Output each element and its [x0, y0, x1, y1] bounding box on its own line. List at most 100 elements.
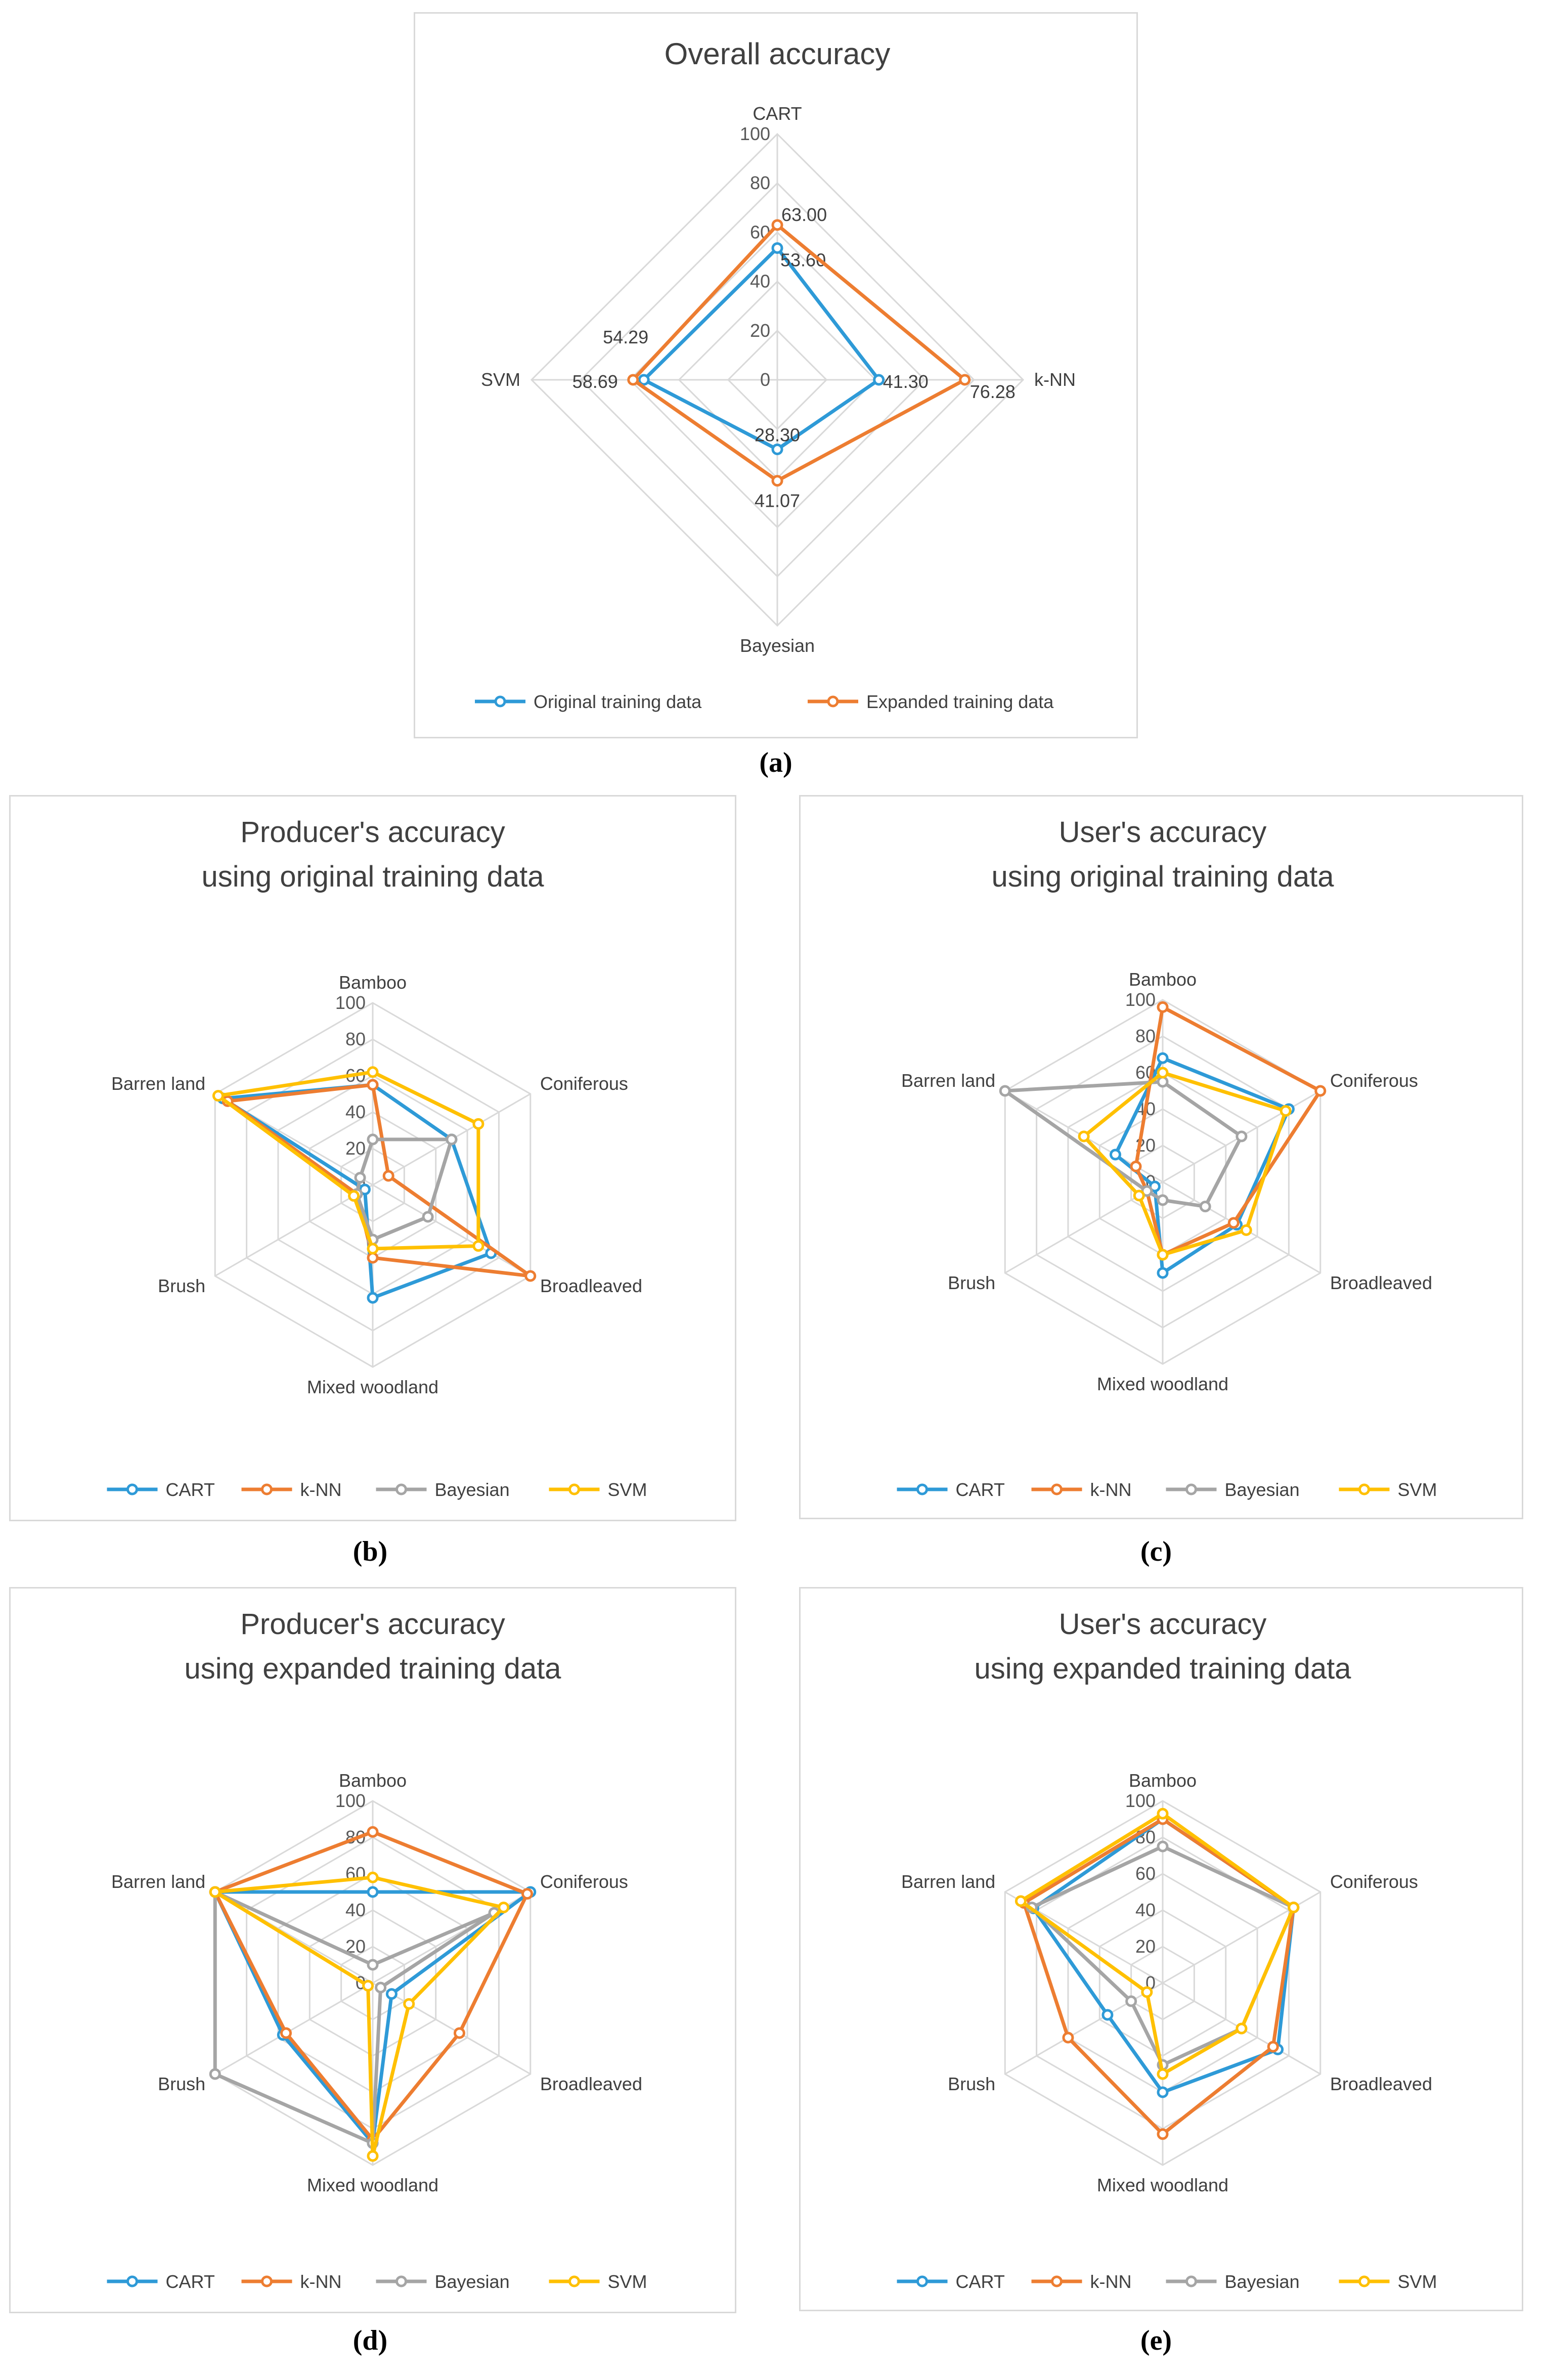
data-point-k-nn-broadleaved — [1267, 2041, 1279, 2053]
data-point-cart-bamboo — [367, 1886, 379, 1898]
axis-label-mixed-woodland: Mixed woodland — [1097, 2175, 1228, 2195]
data-label: 58.69 — [572, 371, 618, 392]
data-point-svm-broadleaved — [1236, 2022, 1248, 2035]
chart-panel-c: User's accuracy using original training d… — [799, 795, 1523, 1519]
tick-label: 80 — [345, 1029, 366, 1049]
radar-chart-producers-original: Producer's accuracy using original traini… — [107, 816, 647, 1500]
data-point-bayesian-broadleaved — [375, 1981, 387, 1994]
data-point-k-nn-broadleaved — [524, 1270, 537, 1282]
legend-label-bayesian: Bayesian — [1225, 1479, 1300, 1500]
legend-label-svm: SVM — [1398, 1479, 1437, 1500]
chart-title: using expanded training data — [185, 1652, 562, 1685]
axis-spoke — [214, 1982, 373, 2075]
axis-label-barren-land: Barren land — [901, 1070, 995, 1091]
legend-marker-cart — [126, 2275, 138, 2287]
legend-label-bayesian: Bayesian — [435, 2271, 510, 2292]
axis-label-k-nn: k-NN — [1034, 369, 1076, 390]
legend-label-svm: SVM — [608, 2271, 647, 2292]
data-point-bayesian-bamboo — [367, 1959, 379, 1971]
tick-label: 100 — [335, 1790, 366, 1811]
axis-label-mixed-woodland: Mixed woodland — [307, 1377, 438, 1397]
data-point-k-nn-barren-land — [1130, 1160, 1142, 1172]
caption-e: (e) — [1140, 2325, 1172, 2356]
data-point-k-nn-coniferous — [1314, 1085, 1327, 1097]
axis-spoke — [372, 1184, 531, 1277]
data-label: 76.28 — [970, 381, 1016, 402]
chart-title: Producer's accuracy — [240, 816, 505, 849]
legend-label-svm: SVM — [1398, 2271, 1437, 2292]
data-point-expanded-training-data-cart — [771, 219, 783, 231]
chart-panel-a: Overall accuracy 0 20 40 60 80 100 CART k-NN Baye… — [414, 12, 1138, 738]
axis-label-coniferous: Coniferous — [540, 1871, 628, 1892]
data-point-svm-barren-land — [209, 1886, 221, 1898]
tick-label: 20 — [750, 320, 770, 341]
data-point-bayesian-barren-land — [354, 1172, 366, 1184]
tick-label: 40 — [345, 1101, 366, 1122]
data-point-bayesian-bamboo — [367, 1133, 379, 1145]
data-point-cart-mixed-woodland — [1157, 1267, 1169, 1279]
data-point-original-training-data-cart — [771, 242, 783, 254]
caption-c: (c) — [1140, 1536, 1172, 1567]
legend-marker-svm — [568, 1483, 580, 1495]
legend-marker-k-nn — [1051, 2275, 1063, 2287]
data-point-cart-barren-land — [1109, 1149, 1121, 1161]
legend-marker-bayesian — [395, 2275, 407, 2287]
axis-label-bamboo: Bamboo — [1129, 1770, 1197, 1791]
data-point-bayesian-barren-land — [999, 1085, 1011, 1097]
chart-title: Overall accuracy — [665, 37, 891, 71]
chart-title: using original training data — [991, 860, 1334, 893]
chart-title: using expanded training data — [975, 1652, 1352, 1685]
legend-label-k-nn: k-NN — [300, 1479, 342, 1500]
tick-label: 100 — [1125, 1790, 1156, 1811]
axis-label-broadleaved: Broadleaved — [540, 1275, 642, 1296]
legend-label-expanded-training-data: Expanded training data — [866, 691, 1054, 712]
series-line-bayesian — [213, 1890, 496, 2145]
axis-label-barren-land: Barren land — [111, 1871, 205, 1892]
data-point-cart-broadleaved — [385, 1988, 398, 2000]
data-point-svm-mixed-woodland — [367, 1243, 379, 1255]
axis-label-barren-land: Barren land — [901, 1871, 995, 1892]
axis-label-mixed-woodland: Mixed woodland — [1097, 1374, 1228, 1394]
axis-label-broadleaved: Broadleaved — [540, 2074, 642, 2094]
legend-marker-svm — [1358, 1483, 1370, 1495]
data-point-k-nn-brush — [1062, 2032, 1074, 2044]
axis-spoke — [372, 1982, 531, 2075]
tick-label: 100 — [1125, 989, 1156, 1010]
legend-marker-original-training-data — [494, 695, 506, 708]
data-point-svm-barren-land — [212, 1090, 224, 1102]
tick-label: 20 — [345, 1138, 366, 1159]
data-point-svm-brush — [1141, 1986, 1153, 1998]
axis-label-mixed-woodland: Mixed woodland — [307, 2175, 438, 2195]
data-point-original-training-data-svm — [638, 374, 650, 386]
legend-marker-k-nn — [1051, 1483, 1063, 1495]
radar-chart-users-original: User's accuracy using original training d… — [897, 816, 1437, 1500]
data-label: 63.00 — [781, 204, 827, 225]
tick-label: 100 — [335, 992, 366, 1013]
axis-label-brush: Brush — [948, 2074, 995, 2094]
radar-chart-users-expanded: User's accuracy using expanded training d… — [897, 1608, 1437, 2292]
legend-label-bayesian: Bayesian — [435, 1479, 510, 1500]
data-point-k-nn-mixed-woodland — [1157, 2128, 1169, 2140]
data-point-svm-broadleaved — [472, 1240, 484, 1252]
data-point-svm-brush — [1133, 1189, 1145, 1202]
caption-b: (b) — [352, 1536, 388, 1567]
data-label: 28.30 — [755, 425, 800, 446]
axis-label-brush: Brush — [158, 2074, 205, 2094]
data-point-k-nn-coniferous — [521, 1888, 534, 1900]
data-point-expanded-training-data-svm — [627, 374, 639, 386]
data-point-k-nn-bamboo — [367, 1826, 379, 1838]
chart-title: Producer's accuracy — [240, 1608, 505, 1641]
axis-label-broadleaved: Broadleaved — [1330, 1272, 1432, 1293]
legend-marker-k-nn — [261, 2275, 273, 2287]
radar-chart-producers-expanded: Producer's accuracy using expanded traini… — [107, 1608, 647, 2292]
legend-marker-cart — [126, 1483, 138, 1495]
chart-panel-e: User's accuracy using expanded training d… — [799, 1587, 1523, 2311]
axis-label-barren-land: Barren land — [111, 1073, 205, 1094]
legend-label-k-nn: k-NN — [300, 2271, 342, 2292]
axis-label-coniferous: Coniferous — [540, 1073, 628, 1094]
data-point-svm-broadleaved — [1240, 1224, 1252, 1236]
tick-label: 0 — [760, 369, 770, 390]
data-label: 41.30 — [883, 371, 929, 392]
axis-label-svm: SVM — [481, 369, 520, 390]
data-point-k-nn-bamboo — [1157, 1001, 1169, 1013]
